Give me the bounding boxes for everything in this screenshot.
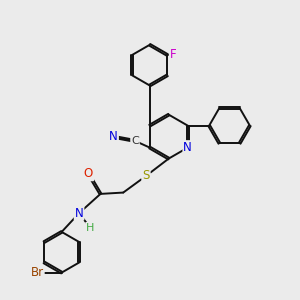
Text: H: H bbox=[86, 223, 94, 233]
Text: F: F bbox=[170, 49, 176, 62]
Text: N: N bbox=[75, 207, 83, 220]
Text: O: O bbox=[84, 167, 93, 180]
Text: N: N bbox=[109, 130, 118, 143]
Text: C: C bbox=[131, 136, 139, 146]
Text: S: S bbox=[142, 169, 150, 182]
Text: Br: Br bbox=[31, 266, 44, 279]
Text: N: N bbox=[183, 141, 192, 154]
